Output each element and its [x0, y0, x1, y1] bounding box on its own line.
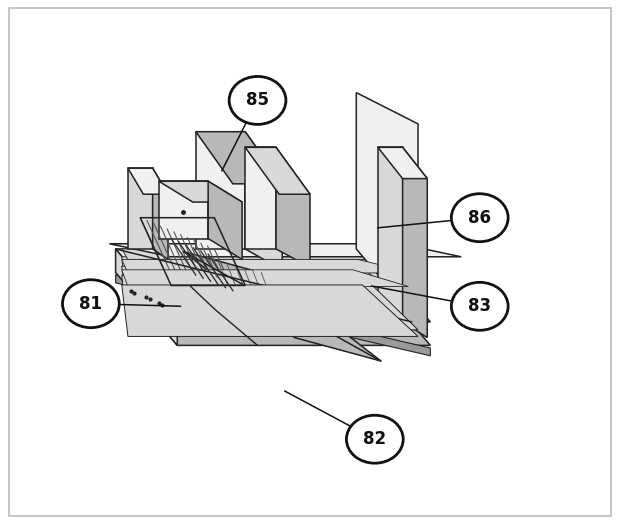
- Text: 81: 81: [79, 294, 102, 313]
- Polygon shape: [196, 132, 282, 184]
- Polygon shape: [122, 285, 418, 336]
- Polygon shape: [245, 132, 282, 270]
- Polygon shape: [402, 147, 427, 337]
- Polygon shape: [115, 275, 430, 356]
- Circle shape: [63, 280, 119, 328]
- Polygon shape: [153, 168, 168, 259]
- Text: 86: 86: [468, 209, 491, 227]
- Polygon shape: [276, 147, 310, 267]
- Polygon shape: [115, 272, 430, 345]
- Polygon shape: [122, 266, 418, 323]
- Polygon shape: [122, 270, 409, 287]
- Polygon shape: [128, 168, 168, 194]
- Polygon shape: [128, 168, 153, 249]
- Polygon shape: [122, 249, 418, 259]
- Polygon shape: [122, 257, 418, 316]
- Circle shape: [451, 282, 508, 330]
- Polygon shape: [122, 276, 418, 330]
- Text: 85: 85: [246, 91, 269, 110]
- Polygon shape: [159, 181, 242, 202]
- Polygon shape: [378, 147, 402, 322]
- Polygon shape: [122, 259, 413, 273]
- Polygon shape: [115, 249, 430, 322]
- Text: eReplacementParts.com: eReplacementParts.com: [234, 264, 386, 276]
- Polygon shape: [208, 181, 242, 259]
- Polygon shape: [245, 147, 276, 249]
- Circle shape: [347, 415, 403, 463]
- Polygon shape: [184, 252, 381, 361]
- Circle shape: [451, 194, 508, 242]
- Polygon shape: [356, 93, 418, 322]
- Polygon shape: [378, 147, 427, 179]
- Polygon shape: [245, 147, 310, 194]
- Text: 83: 83: [468, 297, 491, 315]
- Circle shape: [229, 77, 286, 124]
- Polygon shape: [115, 249, 177, 345]
- Polygon shape: [109, 244, 461, 257]
- Text: 82: 82: [363, 430, 386, 448]
- Polygon shape: [159, 181, 208, 238]
- Polygon shape: [196, 132, 245, 249]
